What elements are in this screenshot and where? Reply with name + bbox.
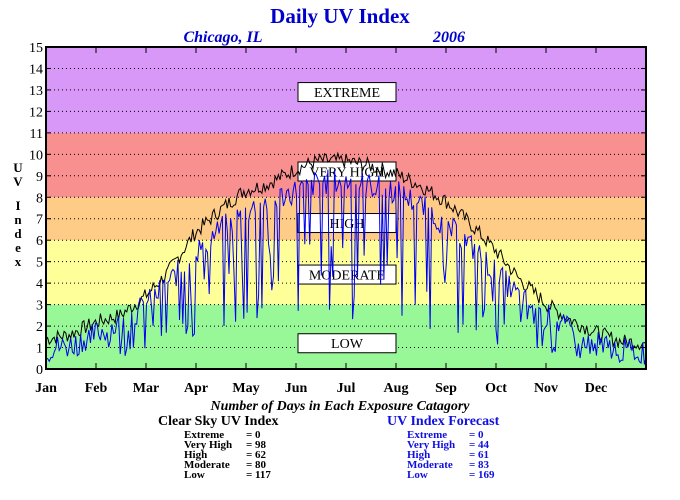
summary-label: Moderate xyxy=(184,459,230,471)
y-tick-label: 7 xyxy=(36,213,43,228)
y-tick-label: 14 xyxy=(29,62,43,77)
summary-row: Moderate = 80 xyxy=(184,459,271,471)
x-tick-label: Feb xyxy=(85,381,108,396)
x-tick-label: Dec xyxy=(585,381,608,396)
chart-location: Chicago, IL xyxy=(183,29,262,46)
forecast-table: Extreme = 0 Very High = 44 High = 61 Moderate =… xyxy=(407,429,495,481)
x-tick-label: Nov xyxy=(534,381,558,396)
x-tick-label: Jan xyxy=(35,381,57,396)
summary-label: Extreme xyxy=(184,429,225,441)
band-label: LOW xyxy=(331,337,364,352)
summary-row: High = 61 xyxy=(407,449,495,461)
summary-value: = 0 xyxy=(469,429,484,441)
y-tick-label: 11 xyxy=(30,127,43,142)
summary-value: = 44 xyxy=(469,439,490,451)
summary-row: Low = 117 xyxy=(184,469,271,481)
x-tick-label: May xyxy=(232,381,259,396)
y-tick-label: 10 xyxy=(29,148,43,163)
y-tick-label: 12 xyxy=(29,105,43,120)
summary-row: Moderate = 83 xyxy=(407,459,495,471)
clear-sky-summary: Clear Sky UV Index Extreme = 0 Very High = … xyxy=(158,414,279,481)
y-tick-label: 0 xyxy=(36,363,43,378)
summary-row: High = 62 xyxy=(184,449,271,461)
y-tick-label: 9 xyxy=(36,170,43,185)
x-tick-label: Apr xyxy=(184,381,208,396)
summary-row: Extreme = 0 xyxy=(407,429,495,441)
summary-label: Very High xyxy=(184,439,233,451)
y-tick-label: 2 xyxy=(36,320,43,335)
summary-label: Extreme xyxy=(407,429,448,441)
y-tick-label: 6 xyxy=(36,234,43,249)
summary-row: Very High = 98 xyxy=(184,439,271,451)
band-label-box xyxy=(297,82,397,103)
y-tick-label: 5 xyxy=(36,256,43,271)
chart-title: Daily UV Index xyxy=(270,4,410,28)
x-ticks: Jan Feb Mar Apr May Jun Jul Aug Sep Oct Nov Dec xyxy=(35,47,607,396)
forecast-title: UV Index Forecast xyxy=(387,414,500,429)
summary-label: Low xyxy=(407,469,428,481)
x-tick-label: Jul xyxy=(337,381,356,396)
band-label: EXTREME xyxy=(314,86,380,101)
summary-value: = 98 xyxy=(246,439,267,451)
chart-year: 2006 xyxy=(432,29,465,46)
summary-label: Very High xyxy=(407,439,456,451)
clear-sky-table: Extreme = 0 Very High = 98 High = 62 Moderate =… xyxy=(184,429,271,481)
summary-value: = 169 xyxy=(469,469,495,481)
x-tick-label: Aug xyxy=(384,381,409,396)
forecast-summary: UV Index Forecast Extreme = 0 Very High = 4… xyxy=(387,414,500,481)
x-tick-label: Sep xyxy=(435,381,457,396)
summary-row: Extreme = 0 xyxy=(184,429,271,441)
summary-value: = 62 xyxy=(246,449,267,461)
x-tick-label: Jun xyxy=(285,381,308,396)
summary-row: Very High = 44 xyxy=(407,439,495,451)
series-uv-index-forecast xyxy=(45,169,647,365)
series-clear-sky-uv-index xyxy=(45,151,647,352)
summary-row: Low = 169 xyxy=(407,469,495,481)
series-lines xyxy=(45,151,647,365)
summary-label: Low xyxy=(184,469,205,481)
summary-value: = 83 xyxy=(469,459,490,471)
y-tick-label: 15 xyxy=(29,41,43,56)
summary-label: Moderate xyxy=(407,459,453,471)
summary-label: High xyxy=(407,449,431,461)
summary-caption: Number of Days in Each Exposure Catagory xyxy=(210,399,470,414)
y-tick-label: 4 xyxy=(36,277,43,292)
y-tick-label: 1 xyxy=(36,342,43,357)
band-label-box xyxy=(297,333,397,354)
summary-value: = 61 xyxy=(469,449,490,461)
summary-value: = 0 xyxy=(246,429,261,441)
x-tick-label: Mar xyxy=(133,381,159,396)
summary-value: = 80 xyxy=(246,459,267,471)
y-tick-label: 8 xyxy=(36,191,43,206)
y-tick-label: 13 xyxy=(29,84,43,99)
x-tick-label: Oct xyxy=(485,381,507,396)
band-label: MODERATE xyxy=(309,269,385,284)
band-label: HIGH xyxy=(330,217,365,232)
clear-sky-title: Clear Sky UV Index xyxy=(158,414,279,429)
summary-value: = 117 xyxy=(246,469,271,481)
y-tick-label: 3 xyxy=(36,299,43,314)
summary-label: High xyxy=(184,449,208,461)
